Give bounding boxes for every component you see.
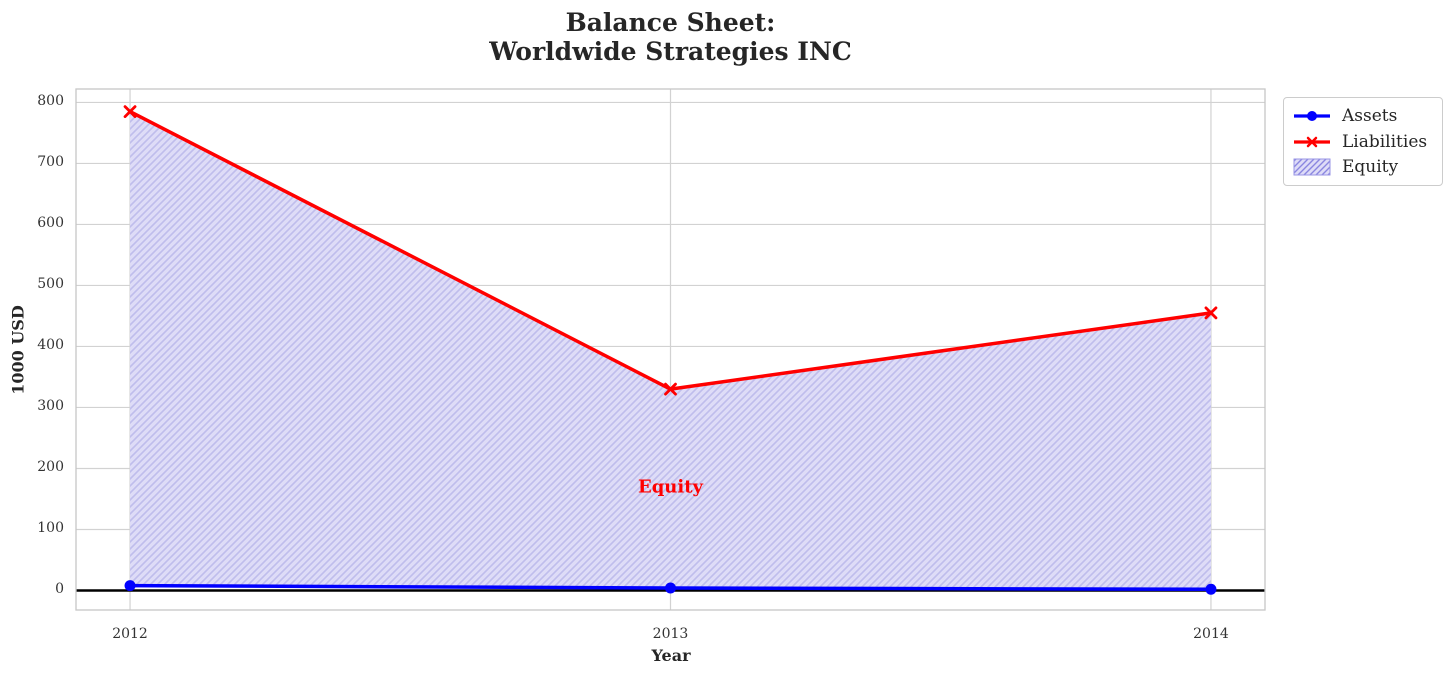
legend-label-assets: Assets bbox=[1342, 105, 1398, 126]
assets-marker bbox=[124, 580, 136, 592]
liabilities-marker bbox=[123, 105, 137, 118]
liabilities-marker bbox=[1204, 306, 1218, 320]
chart-title-line2: Worldwide Strategies INC bbox=[489, 37, 852, 66]
axes-frame bbox=[75, 88, 1266, 611]
liabilities-marker bbox=[664, 382, 677, 396]
legend-item-liabilities: Liabilities bbox=[1292, 129, 1434, 155]
assets-marker bbox=[1205, 583, 1217, 595]
legend-label-liabilities: Liabilities bbox=[1342, 131, 1428, 152]
assets-marker bbox=[665, 582, 676, 594]
assets-line-icon bbox=[1292, 106, 1332, 126]
equity-fill-area bbox=[130, 111, 1211, 590]
chart-title: Balance Sheet: Worldwide Strategies INC bbox=[76, 8, 1265, 66]
liabilities-line-icon bbox=[1292, 132, 1332, 152]
equity-patch-icon bbox=[1292, 157, 1332, 177]
legend-item-assets: Assets bbox=[1292, 103, 1434, 129]
legend: Assets Liabilities Equity bbox=[1283, 97, 1443, 186]
legend-item-equity: Equity bbox=[1292, 154, 1434, 180]
legend-label-equity: Equity bbox=[1342, 157, 1399, 178]
chart-title-line1: Balance Sheet: bbox=[565, 8, 776, 37]
